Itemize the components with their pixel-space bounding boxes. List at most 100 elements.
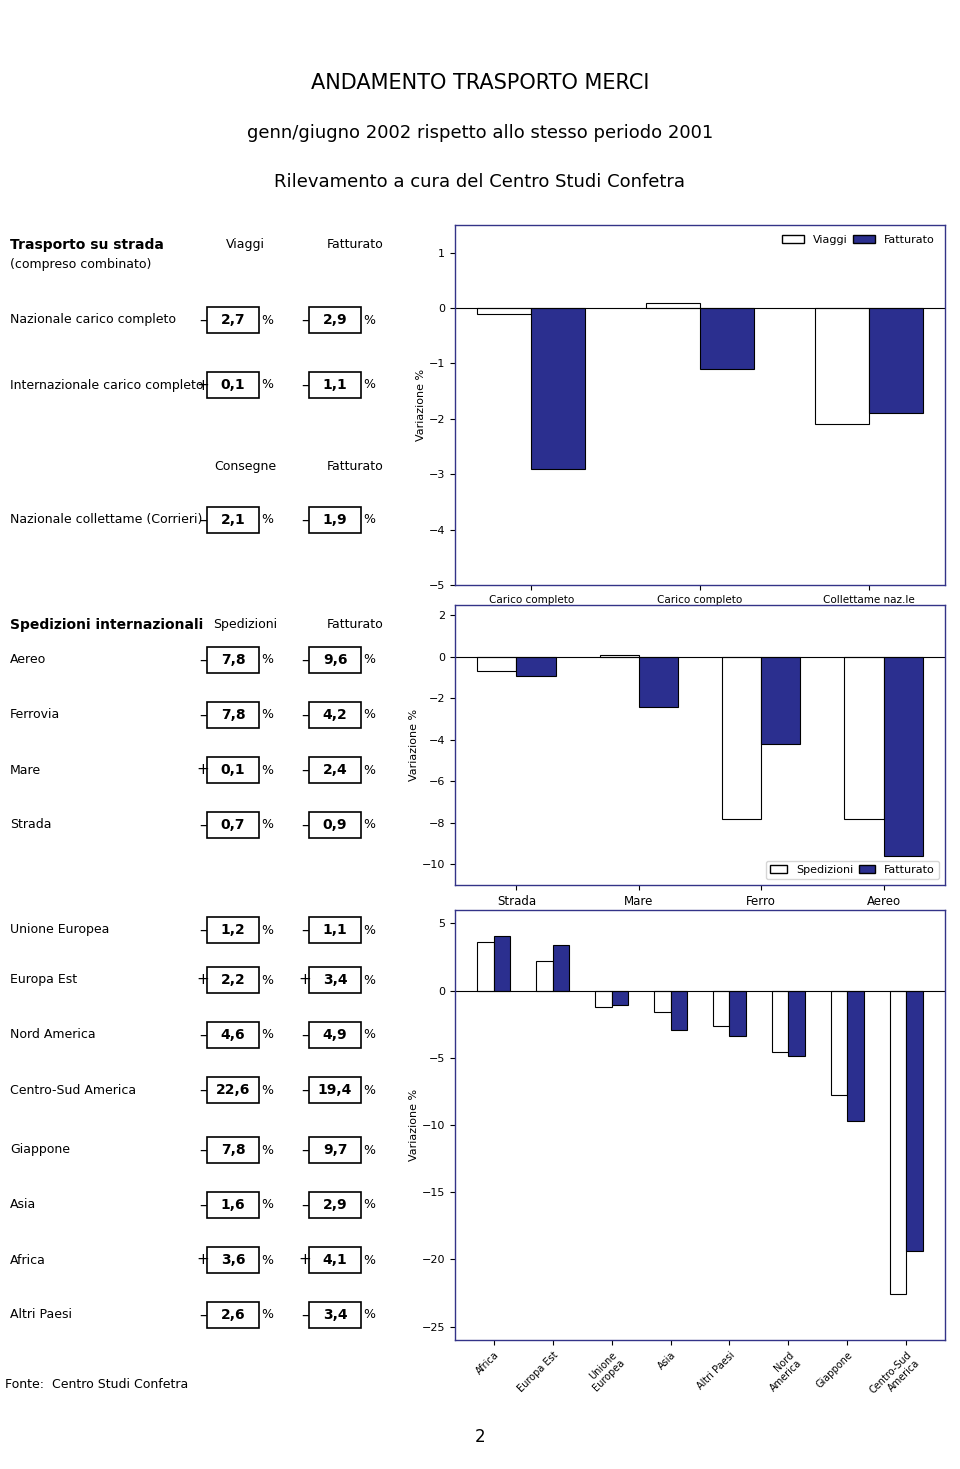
Text: %: % [261, 764, 273, 777]
Bar [600, 655, 638, 657]
Text: –: – [199, 313, 206, 328]
Text: %: % [261, 654, 273, 667]
Text: %: % [261, 1199, 273, 1212]
Text: %: % [261, 1253, 273, 1266]
Text: %: % [363, 1253, 375, 1266]
Text: 2: 2 [474, 1428, 486, 1447]
Text: –: – [301, 1083, 309, 1097]
Text: –: – [301, 1197, 309, 1212]
Text: 2,9: 2,9 [323, 1199, 348, 1212]
Text: Ferrovia: Ferrovia [10, 708, 60, 721]
Text: %: % [363, 654, 375, 667]
Text: %: % [363, 924, 375, 937]
Text: 9,6: 9,6 [323, 654, 348, 667]
Bar [309, 1137, 361, 1163]
Text: Spedizioni: Spedizioni [213, 618, 277, 632]
Bar [207, 967, 259, 993]
Text: 7,8: 7,8 [221, 654, 246, 667]
Bar [309, 372, 361, 398]
Text: 2,4: 2,4 [323, 762, 348, 777]
Text: Viaggi: Viaggi [226, 238, 265, 251]
Text: Fatturato: Fatturato [326, 460, 383, 473]
Text: –: – [301, 513, 309, 527]
Bar [638, 657, 678, 707]
Bar [848, 990, 864, 1121]
Text: 2,1: 2,1 [221, 513, 246, 527]
Bar [207, 507, 259, 533]
Text: Nord America: Nord America [10, 1028, 96, 1042]
Text: Mare: Mare [10, 764, 41, 777]
Text: –: – [199, 818, 206, 833]
Text: –: – [199, 1197, 206, 1212]
Text: –: – [301, 923, 309, 937]
Bar [730, 990, 746, 1036]
Text: –: – [301, 313, 309, 328]
Text: %: % [363, 1084, 375, 1096]
Text: –: – [301, 1307, 309, 1322]
Text: %: % [261, 1084, 273, 1096]
Bar [906, 990, 923, 1252]
Text: Anno V  n° 3: Anno V n° 3 [845, 7, 950, 22]
Text: Spedizioni internazionali: Spedizioni internazionali [10, 618, 204, 632]
Text: 1,1: 1,1 [323, 923, 348, 937]
Bar [207, 372, 259, 398]
Text: +: + [197, 378, 209, 392]
Text: %: % [261, 974, 273, 987]
Text: %: % [363, 764, 375, 777]
Text: –: – [199, 1027, 206, 1043]
Bar [477, 308, 531, 313]
Bar [207, 1137, 259, 1163]
Text: –: – [301, 708, 309, 723]
Bar [761, 657, 801, 743]
Text: genn/giugno 2002 rispetto allo stesso periodo 2001: genn/giugno 2002 rispetto allo stesso pe… [247, 123, 713, 141]
Bar [309, 1302, 361, 1328]
Text: +: + [197, 762, 209, 777]
Text: Fonte:  Centro Studi Confetra: Fonte: Centro Studi Confetra [5, 1378, 188, 1391]
Legend: Spedizioni, Fatturato: Spedizioni, Fatturato [766, 861, 940, 880]
Text: %: % [363, 379, 375, 392]
Bar [772, 990, 788, 1052]
Text: Consegne: Consegne [214, 460, 276, 473]
Text: %: % [261, 313, 273, 326]
Text: %: % [363, 313, 375, 326]
Text: –: – [199, 923, 206, 937]
Text: Strada: Strada [10, 818, 52, 831]
Bar [883, 657, 923, 856]
Text: Centro-Sud America: Centro-Sud America [10, 1084, 136, 1096]
Text: –: – [199, 513, 206, 527]
Text: %: % [363, 1143, 375, 1156]
Text: 0,7: 0,7 [221, 818, 245, 831]
Bar [207, 1247, 259, 1274]
Text: –: – [301, 1027, 309, 1043]
Bar [516, 657, 556, 676]
Bar [869, 308, 923, 413]
Bar [713, 990, 730, 1025]
Text: +: + [299, 972, 311, 987]
Bar [700, 308, 754, 369]
Text: %: % [363, 1199, 375, 1212]
Text: 1,1: 1,1 [323, 378, 348, 392]
Text: –: – [301, 652, 309, 667]
Text: +: + [299, 1253, 311, 1268]
Bar [646, 303, 700, 308]
Bar [207, 1302, 259, 1328]
Bar [477, 657, 516, 671]
Text: 1,2: 1,2 [221, 923, 246, 937]
Text: Fatturato: Fatturato [326, 618, 383, 632]
Text: 9,7: 9,7 [323, 1143, 348, 1158]
Text: Fatturato: Fatturato [326, 238, 383, 251]
Text: 2,6: 2,6 [221, 1307, 246, 1322]
Text: Giappone: Giappone [10, 1143, 70, 1156]
Text: 4,9: 4,9 [323, 1028, 348, 1042]
Text: 19,4: 19,4 [318, 1083, 352, 1097]
Text: Nazionale carico completo: Nazionale carico completo [10, 313, 176, 326]
Text: Confetra - Nota congiunturale: Confetra - Nota congiunturale [10, 7, 267, 22]
Text: %: % [363, 514, 375, 526]
Text: Asia: Asia [10, 1199, 36, 1212]
Text: 7,8: 7,8 [221, 708, 246, 721]
Text: –: – [199, 708, 206, 723]
Text: 0,1: 0,1 [221, 378, 246, 392]
Bar [309, 1077, 361, 1103]
Text: ANDAMENTO TRASPORTO MERCI: ANDAMENTO TRASPORTO MERCI [311, 73, 649, 93]
Text: %: % [363, 1309, 375, 1322]
